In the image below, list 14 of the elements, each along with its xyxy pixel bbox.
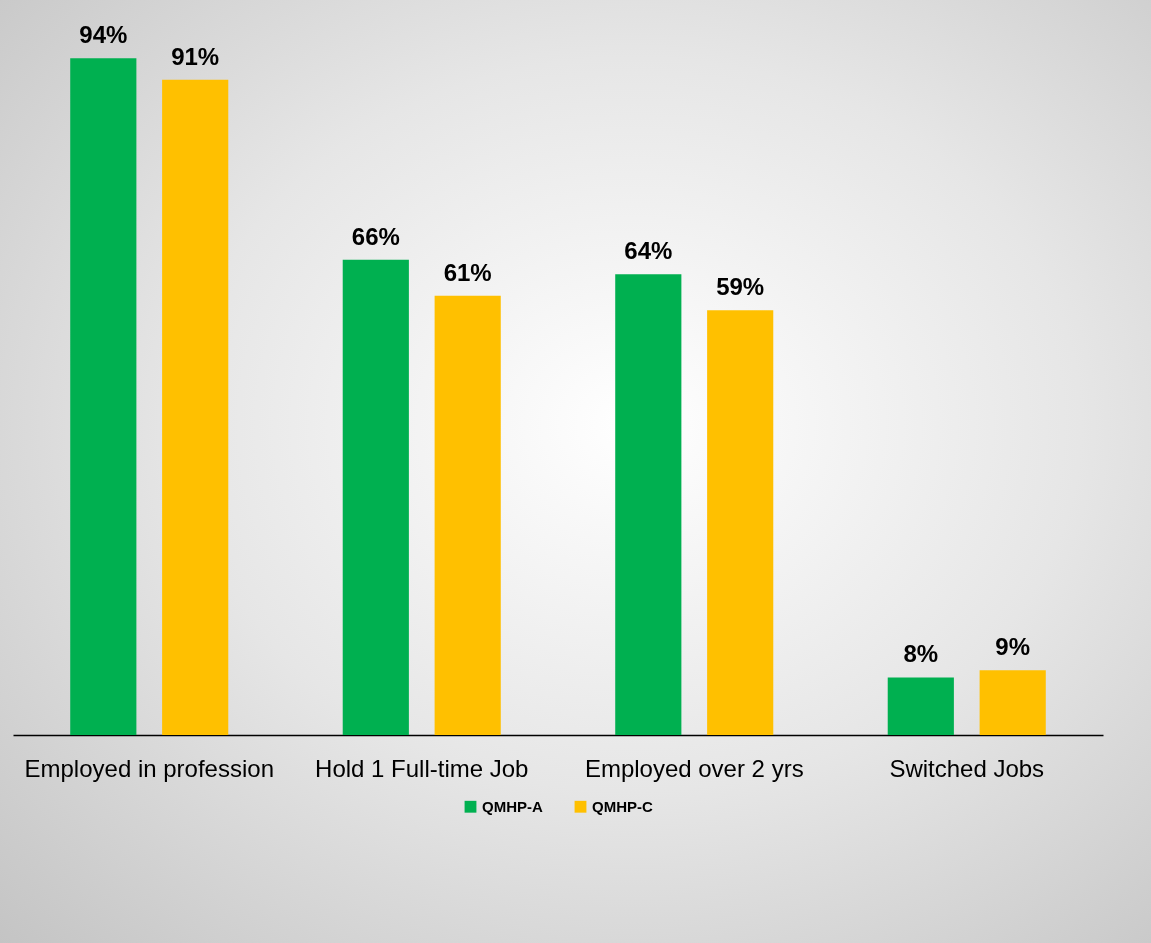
legend-label: QMHP-C xyxy=(592,797,653,815)
data-label: 94% xyxy=(79,21,128,49)
data-label: 91% xyxy=(171,42,220,70)
x-tick-label: Hold 1 Full-time Job xyxy=(315,754,529,782)
data-label: 9% xyxy=(995,633,1031,661)
data-label: 64% xyxy=(624,237,673,265)
x-tick-label: Employed over 2 yrs xyxy=(584,754,804,782)
data-label: 59% xyxy=(716,273,765,301)
data-label: 8% xyxy=(903,640,939,668)
x-tick-label: Employed in profession xyxy=(24,754,274,782)
legend-label: QMHP-A xyxy=(482,797,543,815)
data-label: 61% xyxy=(443,258,492,286)
x-tick-label: Switched Jobs xyxy=(889,754,1045,782)
data-label: 66% xyxy=(351,222,400,250)
